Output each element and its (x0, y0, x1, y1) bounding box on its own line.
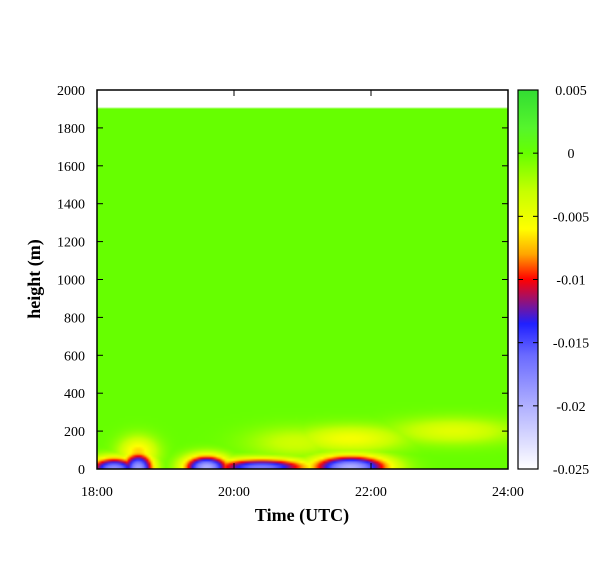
y-tick-label: 800 (64, 311, 85, 326)
x-axis-ticks: 18:00 20:00 22:00 24:00 (81, 90, 524, 500)
y-tick-label: 2000 (57, 84, 85, 99)
colorbar-tick-label: 0 (568, 147, 575, 162)
colorbar-tick-label: 0.005 (555, 84, 587, 99)
y-tick-label: 400 (64, 387, 85, 402)
colorbar-tick-label: -0.02 (556, 400, 585, 415)
x-tick-label: 18:00 (81, 485, 113, 500)
x-tick-label: 24:00 (492, 485, 524, 500)
y-axis-label: height (m) (24, 239, 45, 319)
y-tick-label: 1200 (57, 236, 85, 251)
colorbar-ticks: 0.005 0 -0.005 -0.01 -0.015 -0.02 -0.025 (518, 84, 589, 478)
colorbar-tick-label: -0.005 (553, 210, 589, 225)
colorbar-tick-label: -0.025 (553, 463, 589, 478)
colorbar-gradient (518, 90, 538, 469)
heatmap-field (97, 90, 508, 469)
plot-area (96, 89, 509, 470)
y-tick-label: 200 (64, 425, 85, 440)
x-axis-label: Time (UTC) (255, 505, 349, 526)
y-tick-label: 1600 (57, 160, 85, 175)
colorbar-tick-label: -0.015 (553, 337, 589, 352)
y-tick-label: 1800 (57, 122, 85, 137)
y-tick-label: 1400 (57, 198, 85, 213)
y-tick-label: 1000 (57, 274, 85, 289)
y-tick-label: 600 (64, 349, 85, 364)
colorbar: 0.005 0 -0.005 -0.01 -0.015 -0.02 -0.025 (517, 84, 589, 478)
x-tick-label: 20:00 (218, 485, 250, 500)
y-axis-ticks: 0 200 400 600 800 1000 1200 1400 1600 1800 2000 (57, 84, 508, 478)
x-tick-label: 22:00 (355, 485, 387, 500)
y-tick-label: 0 (78, 463, 85, 478)
colorbar-tick-label: -0.01 (556, 274, 585, 289)
